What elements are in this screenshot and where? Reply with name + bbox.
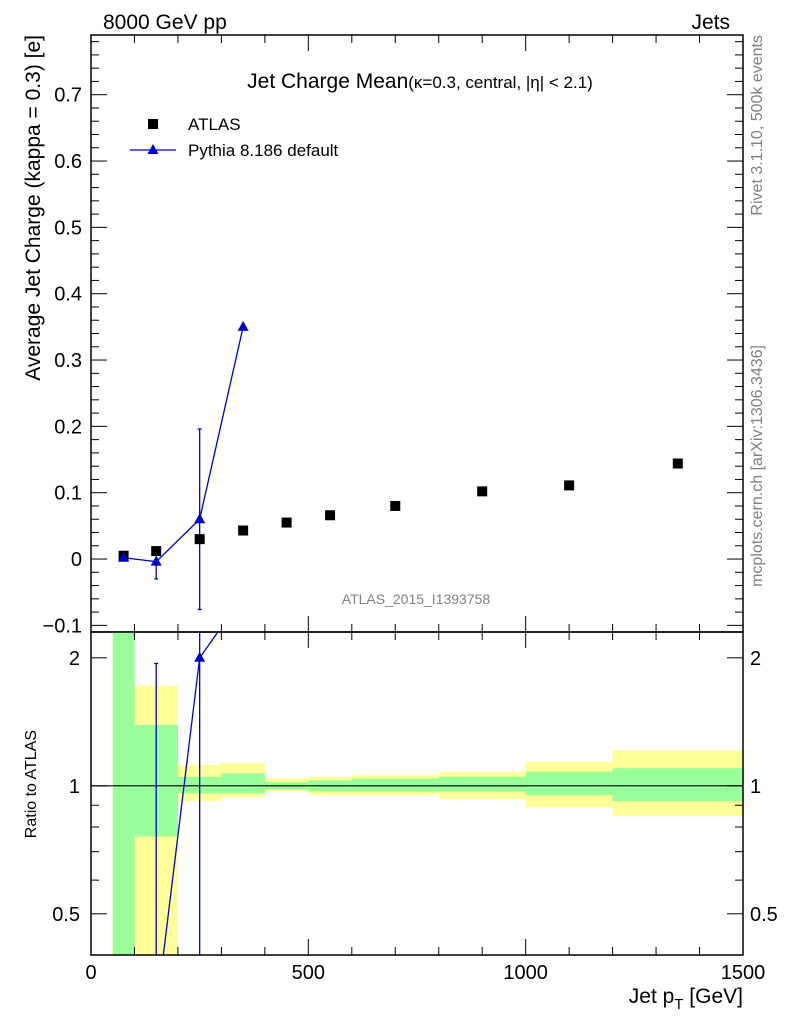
ratio-y-tick-label-left: 1: [69, 776, 80, 798]
ratio-y-tick-label-right: 1: [750, 776, 761, 798]
atlas-point: [325, 510, 336, 521]
main-y-axis-label: Average Jet Charge (kappa = 0.3) [e]: [22, 35, 45, 381]
main-y-tick-labels: −0.1 0 0.1 0.2 0.3 0.4 0.5 0.6 0.7: [43, 85, 82, 638]
atlas-point: [151, 546, 162, 557]
chart-title: Jet Charge Mean(κ=0.3, central, |η| < 2.…: [247, 70, 593, 93]
main-y-tick-label: 0.4: [54, 284, 82, 306]
main-y-ticks: [90, 35, 744, 632]
atlas-point: [672, 458, 683, 469]
ratio-band-green: [221, 773, 265, 794]
analysis-watermark: ATLAS_2015_I1393758: [342, 591, 491, 607]
main-y-tick-label: 0.2: [54, 416, 82, 438]
ratio-band-green: [351, 778, 439, 792]
atlas-point: [390, 500, 401, 511]
ratio-ticks: [90, 632, 744, 956]
header-right: Jets: [691, 11, 730, 34]
pythia-ratio-point: [194, 651, 206, 662]
pythia-point: [118, 551, 130, 562]
chart-title-main: Jet Charge Mean: [247, 70, 408, 93]
legend-atlas-label: ATLAS: [188, 115, 241, 134]
main-panel: −0.1 0 0.1 0.2 0.3 0.4 0.5 0.6 0.7 Jet Charge Me…: [22, 34, 744, 638]
pythia-point: [194, 513, 206, 524]
main-y-tick-label: 0: [71, 549, 82, 571]
x-tick-labels: 0 500 1000 1500: [85, 962, 765, 984]
pythia-point: [237, 320, 249, 331]
legend-pythia-label: Pythia 8.186 default: [188, 141, 339, 160]
pythia-point: [150, 555, 162, 566]
ratio-y-tick-label-right: 0.5: [750, 904, 778, 926]
ratio-band-green: [438, 776, 526, 792]
ratio-y-tick-label-right: 2: [750, 648, 761, 670]
ratio-band-green: [525, 771, 613, 796]
x-axis-label-sub: T: [674, 996, 683, 1013]
x-axis-label: Jet pT [GeV]: [629, 985, 743, 1013]
main-y-tick-label: 0.1: [54, 483, 82, 505]
x-tick-label: 0: [85, 962, 96, 984]
header-left: 8000 GeV pp: [103, 11, 227, 34]
ratio-panel: 0.5 0.5 1 1 2 2 0 500 1000 1500 Ratio to ATLAS J…: [23, 631, 778, 1013]
main-data: [118, 320, 683, 611]
ratio-band-green: [112, 632, 135, 955]
ratio-frame: [90, 631, 744, 956]
pythia-series-line: [123, 326, 244, 563]
legend-pythia-marker: [147, 144, 159, 154]
chart-title-suffix: (κ=0.3, central, |η| < 2.1): [408, 73, 593, 92]
atlas-point: [194, 534, 205, 545]
legend: ATLAS Pythia 8.186 default: [130, 115, 339, 160]
x-tick-label: 1500: [721, 962, 766, 984]
ratio-y-tick-label-left: 2: [69, 648, 80, 670]
ratio-bands: [91, 632, 743, 955]
ratio-y-tick-labels: 0.5 0.5 1 1 2 2: [52, 648, 778, 926]
mcplots-label: mcplots.cern.ch [arXiv:1306.3436]: [749, 345, 766, 587]
atlas-point: [281, 517, 292, 528]
atlas-point: [564, 480, 575, 491]
main-y-tick-label: 0.5: [54, 217, 82, 239]
ratio-y-axis-label: Ratio to ATLAS: [23, 730, 40, 838]
x-tick-label: 1000: [503, 962, 548, 984]
ratio-band-green: [612, 768, 743, 802]
rivet-label: Rivet 3.1.10, 500k events: [749, 35, 766, 216]
main-y-tick-label: 0.7: [54, 85, 82, 107]
x-axis-label-main: Jet p: [629, 985, 675, 1008]
x-tick-label: 500: [292, 962, 325, 984]
main-y-tick-label: −0.1: [43, 615, 82, 637]
ratio-data: [154, 632, 219, 955]
atlas-point: [477, 486, 488, 497]
atlas-point: [238, 525, 249, 536]
legend-atlas-marker: [148, 119, 158, 129]
main-y-tick-label: 0.6: [54, 151, 82, 173]
main-y-tick-label: 0.3: [54, 350, 82, 372]
x-axis-label-unit: [GeV]: [683, 985, 743, 1008]
ratio-y-tick-label-left: 0.5: [52, 904, 80, 926]
